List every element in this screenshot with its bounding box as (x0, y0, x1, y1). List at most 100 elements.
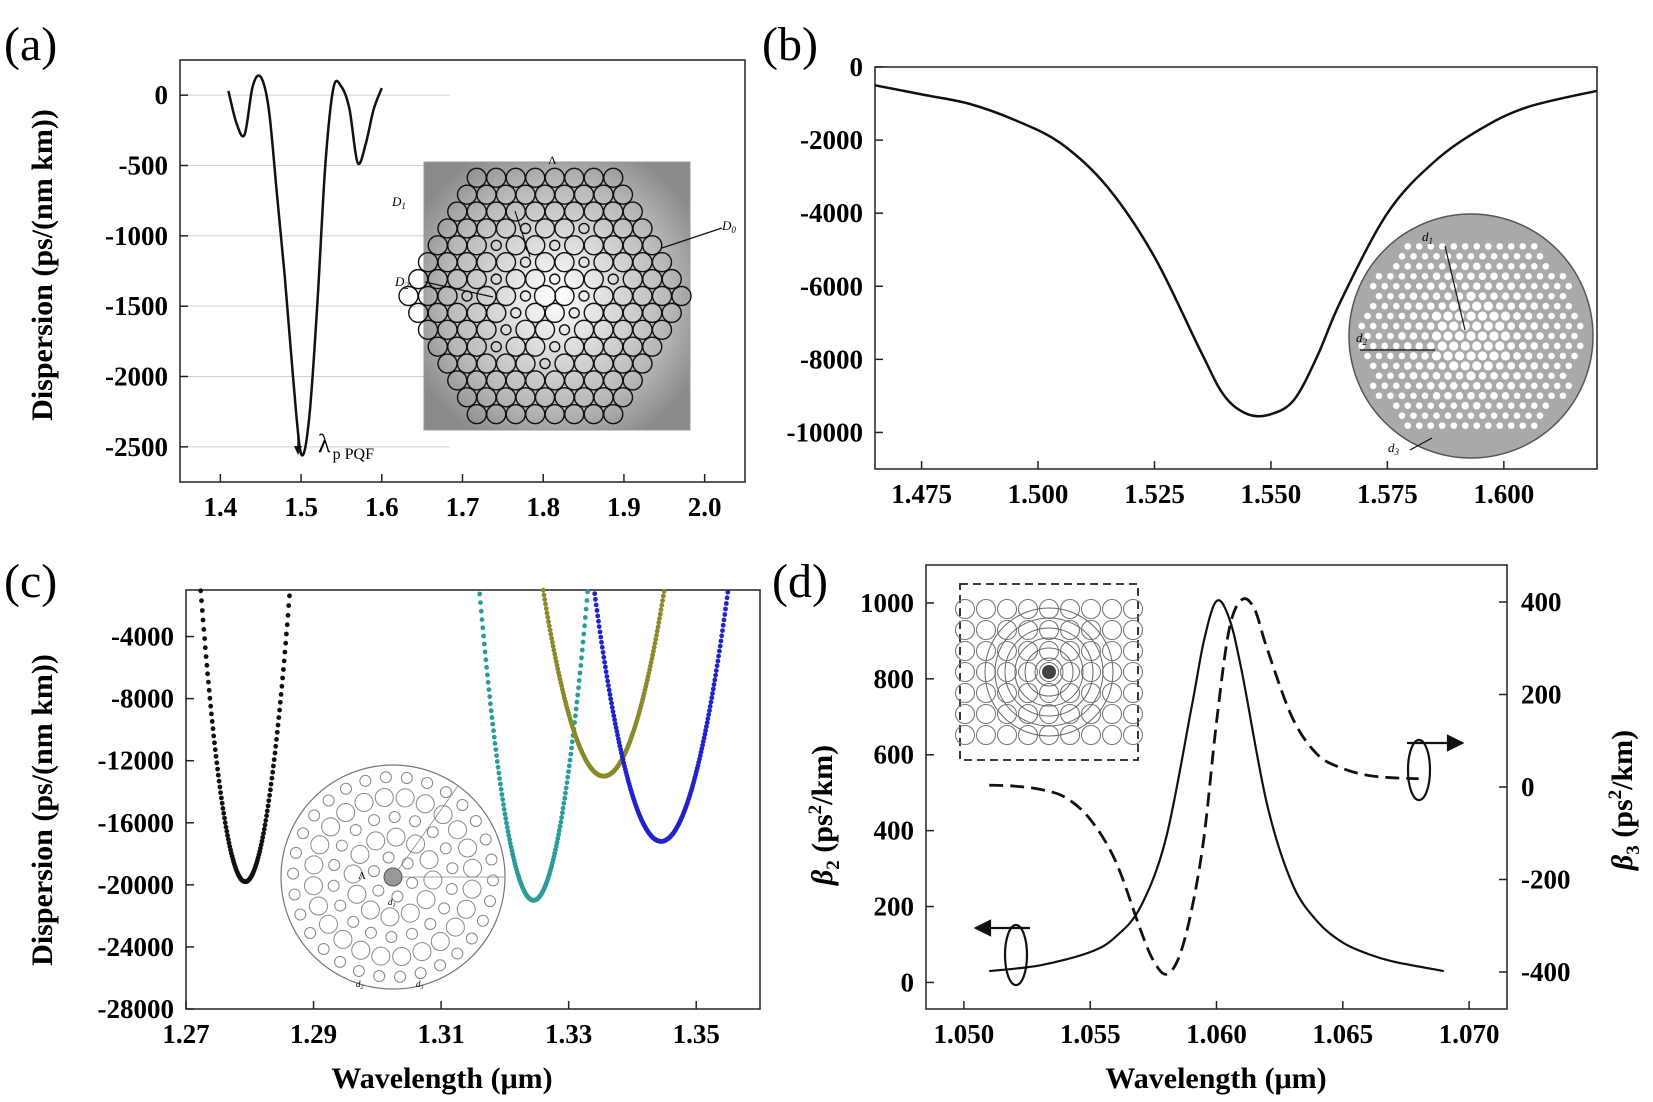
panel-c-data-point (601, 654, 607, 660)
panel-c-data-point (611, 713, 617, 719)
panel-b-inset-hole (1565, 322, 1573, 330)
panel-c-x-tick-label: 1.27 (162, 1019, 209, 1049)
panel-a-x-ticks: 1.4 1.5 1.6 1.7 1.8 1.9 2.0 (203, 474, 722, 522)
panel-c-data-point (721, 617, 727, 623)
panel-c-data-point (563, 790, 568, 796)
panel-c-inset-hole (412, 942, 432, 962)
panel-c-data-point (658, 607, 664, 612)
panel-d-inset-hole (954, 619, 976, 641)
panel-b-inset-hole (1496, 422, 1504, 429)
panel-d-inset-hole (1101, 703, 1123, 725)
panel-b-inset-hole (1432, 391, 1441, 400)
panel-c-data-point (717, 648, 722, 654)
panel-b-y-tick-label: -4000 (800, 198, 863, 228)
panel-c-inset-hole (373, 970, 386, 983)
panel-b-inset-hole (1483, 321, 1493, 331)
panel-c-data-point (654, 632, 659, 638)
panel-c-data-point (198, 588, 204, 594)
panel-c-data-point (283, 640, 289, 646)
panel-c-data-point (704, 720, 710, 726)
panel-c-data-point (287, 593, 292, 599)
panel-c-data-point (502, 811, 508, 817)
panel-b-inset-hole (1398, 272, 1406, 280)
panel-b-inset-hole (1496, 243, 1504, 250)
panel-b-inset-hole (1478, 391, 1487, 400)
panel-c-inset-hole (339, 782, 352, 795)
panel-a-inset-hole (534, 319, 556, 340)
panel-b-inset-hole (1472, 341, 1482, 351)
panel-b-inset-hole (1472, 282, 1481, 291)
panel-c-inset-hole (288, 888, 301, 901)
panel-b-inset-hole (1472, 262, 1481, 271)
panel-c-inset-hole (424, 917, 437, 930)
panel-b-inset-hole (1576, 322, 1584, 330)
panel-c-inset-hole (385, 930, 398, 943)
panel-c-inset-label-d2: d2 (356, 979, 364, 991)
panel-c-data-point (583, 606, 589, 612)
panel-b-inset-hole (1450, 262, 1458, 270)
panel-c-inset-fiber-cross-section: Λ d1 d2 d3 (280, 764, 506, 991)
panel-b-inset-hole (1427, 402, 1435, 410)
panel-a-inset-hole (549, 273, 561, 285)
panel-b-inset-hole (1415, 243, 1423, 250)
panel-d-y2-tick-label: -200 (1521, 865, 1571, 895)
panel-c-data-point (598, 634, 604, 640)
panel-c-inset-hole (446, 862, 459, 875)
panel-b-inset-hole (1398, 253, 1406, 260)
panel-c-y-tick-label: -24000 (98, 932, 175, 962)
panel-b-inset-hole (1525, 412, 1532, 419)
panel-c-data-point (606, 683, 611, 688)
panel-b-inset-hole (1524, 292, 1533, 300)
panel-c-data-point (604, 674, 610, 679)
panel-d-inset-hole (954, 703, 976, 725)
panel-b-inset-hole (1410, 272, 1417, 280)
panel-c-inset-hole (372, 884, 385, 897)
panel-b-inset-hole (1507, 342, 1516, 350)
panel-b-inset-hole (1496, 262, 1504, 270)
panel-c-inset-hole (391, 890, 404, 903)
panel-d-inset-contour (1034, 657, 1064, 687)
panel-b-inset-hole (1484, 282, 1493, 291)
panel-c-inset-hole (414, 967, 427, 980)
panel-c-data-point (496, 770, 502, 776)
panel-c-data-point (654, 628, 660, 634)
panel-c-data-point (261, 831, 266, 836)
panel-b-inset-hole (1507, 422, 1515, 429)
panel-b-inset-hole (1542, 362, 1550, 370)
panel-c-data-point (544, 610, 550, 616)
panel-c-y-axis-title: Dispersion (ps/(nm km)) (26, 654, 59, 966)
panel-c-data-point (207, 695, 213, 701)
panel-c-data-point (659, 602, 665, 608)
panel-b-inset-hole (1421, 392, 1429, 400)
panel-a-inset-fiber-cross-section: Λ D1 D2 D0 (391, 153, 736, 431)
panel-b-inset-hole (1473, 422, 1481, 429)
panel-c-inset-hole (456, 798, 469, 811)
panel-b-inset-hole (1484, 262, 1492, 270)
panel-c-inset-hole (297, 827, 310, 840)
panel-c-data-point (647, 667, 652, 673)
panel-b-inset-hole (1484, 422, 1492, 429)
panel-c-inset-hole (458, 838, 478, 858)
panel-b-inset-hole (1472, 401, 1481, 410)
panel-b-inset-hole (1559, 292, 1567, 300)
panel-b-inset-hole (1483, 361, 1493, 371)
panel-b-inset-label-d2: d2 (1356, 330, 1368, 347)
panel-d-inset-hole (1101, 619, 1123, 641)
panel-c-data-point (495, 764, 501, 770)
panel-b-inset-hole (1513, 352, 1521, 360)
panel-c-inset-hole (451, 947, 464, 960)
panel-b-inset-hole (1548, 292, 1555, 300)
panel-c-inset-hole (448, 820, 468, 840)
panel-c-data-point (717, 643, 723, 649)
panel-b-inset-hole (1438, 381, 1447, 390)
panel-c-inset-hole (371, 946, 391, 966)
panel-c-y-tick-label: -8000 (111, 684, 174, 714)
panel-b-inset-hole (1467, 391, 1475, 400)
panel-c-data-point (222, 820, 228, 826)
panel-c-data-point (266, 798, 272, 804)
panel-c-y-tick-label: -16000 (98, 808, 175, 838)
panel-d-x-tick-label: 1.055 (1060, 1019, 1121, 1049)
panel-a-inset-hole (525, 336, 546, 357)
panel-b-inset-hole (1548, 332, 1555, 340)
